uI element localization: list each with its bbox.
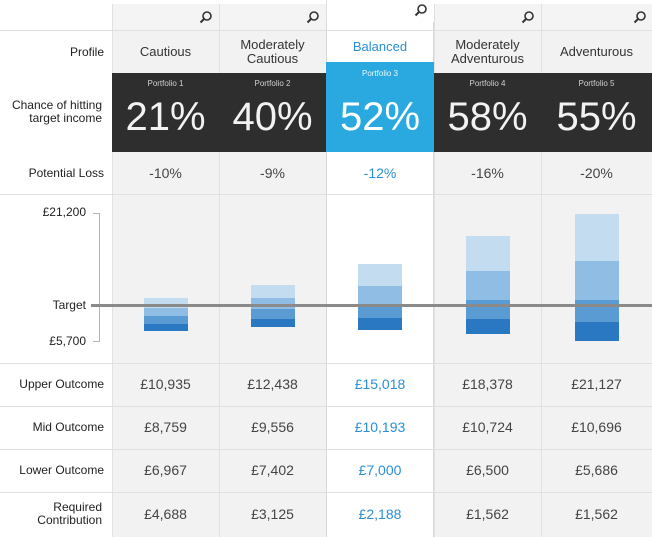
upper-outcome-value: £10,935 bbox=[140, 376, 191, 392]
outcome-bar-upper-mid bbox=[465, 271, 510, 300]
portfolio-label: Portfolio 4 bbox=[469, 79, 506, 88]
upper-outcome-value: £18,378 bbox=[462, 376, 513, 392]
search-icon[interactable] bbox=[633, 10, 647, 24]
required-contribution-value: £3,125 bbox=[251, 506, 294, 522]
row-divider bbox=[0, 363, 652, 364]
portfolio-label: Portfolio 1 bbox=[147, 79, 184, 88]
row-label-potential-loss: Potential Loss bbox=[28, 165, 104, 180]
outcome-bar-lower bbox=[465, 318, 510, 335]
portfolio-label: Portfolio 2 bbox=[254, 79, 291, 88]
chart-y-axis bbox=[99, 213, 100, 341]
outcome-bar-lower bbox=[358, 318, 402, 331]
potential-loss-value: -16% bbox=[471, 165, 504, 181]
lower-outcome-value: £5,686 bbox=[575, 462, 618, 478]
column-search[interactable] bbox=[219, 4, 326, 30]
portfolio-label: Portfolio 3 bbox=[361, 69, 399, 78]
row-label-chance: Chance of hitting target income bbox=[11, 98, 102, 125]
outcome-bar-upper bbox=[574, 213, 619, 261]
outcome-bar-mid-lower bbox=[358, 303, 402, 319]
outcome-bar-mid-lower bbox=[465, 299, 510, 319]
row-divider bbox=[0, 194, 652, 195]
potential-loss-value: -9% bbox=[260, 165, 285, 181]
portfolio-label: Portfolio 5 bbox=[578, 79, 615, 88]
outcome-bar-upper-mid bbox=[250, 298, 295, 310]
outcome-bar-upper bbox=[465, 236, 510, 272]
chance-box[interactable]: Portfolio 5 55% bbox=[541, 73, 652, 152]
outcome-bar-lower bbox=[250, 318, 295, 327]
chart-bottom-label: £5,700 bbox=[49, 334, 86, 348]
upper-outcome-value: £21,127 bbox=[571, 376, 622, 392]
upper-outcome-value: £12,438 bbox=[247, 376, 298, 392]
mid-outcome-value: £9,556 bbox=[251, 419, 294, 435]
lower-outcome-value: £7,402 bbox=[251, 462, 294, 478]
chance-value: 21% bbox=[125, 95, 206, 139]
potential-loss-value: -10% bbox=[149, 165, 182, 181]
potential-loss-value: -20% bbox=[580, 165, 613, 181]
outcome-bar-upper bbox=[358, 264, 402, 286]
lower-outcome-value: £7,000 bbox=[358, 462, 402, 478]
chart-y-tick bbox=[93, 341, 100, 342]
search-icon[interactable] bbox=[199, 10, 213, 24]
chance-value: 58% bbox=[447, 95, 528, 139]
chance-box[interactable]: Portfolio 4 58% bbox=[434, 73, 541, 152]
required-contribution-value: £2,188 bbox=[358, 506, 402, 522]
column-search[interactable] bbox=[434, 4, 541, 30]
required-contribution-value: £1,562 bbox=[466, 506, 509, 522]
column-search[interactable] bbox=[541, 4, 652, 30]
search-icon[interactable] bbox=[414, 3, 428, 17]
mid-outcome-value: £10,696 bbox=[571, 419, 622, 435]
profile-header-cautious[interactable]: Cautious bbox=[139, 44, 192, 59]
chart-target-label: Target bbox=[52, 298, 86, 312]
chance-box[interactable]: Portfolio 1 21% bbox=[112, 73, 219, 152]
outcome-bar-upper-mid bbox=[358, 285, 402, 304]
row-label-required-contribution: Required Contribution bbox=[37, 500, 102, 527]
outcome-bar-upper bbox=[143, 297, 188, 308]
profile-header-balanced[interactable]: Balanced bbox=[352, 39, 408, 54]
outcome-bar-upper-mid bbox=[143, 307, 188, 316]
row-divider bbox=[0, 406, 652, 407]
column-search[interactable] bbox=[326, 0, 434, 22]
outcome-bar-upper bbox=[250, 285, 295, 299]
potential-loss-value: -12% bbox=[363, 165, 397, 181]
outcome-bar-mid-lower bbox=[143, 315, 188, 324]
chance-value: 55% bbox=[556, 95, 637, 139]
mid-outcome-value: £10,724 bbox=[462, 419, 513, 435]
outcome-bar-mid-lower bbox=[250, 309, 295, 319]
column-search[interactable] bbox=[112, 4, 219, 30]
row-label-profile: Profile bbox=[69, 44, 104, 59]
outcome-bar-lower bbox=[143, 323, 188, 331]
mid-outcome-value: £8,759 bbox=[144, 419, 187, 435]
chart-top-label: £21,200 bbox=[42, 205, 86, 219]
chance-value: 40% bbox=[232, 95, 313, 139]
mid-outcome-value: £10,193 bbox=[354, 419, 406, 435]
row-divider bbox=[0, 492, 652, 493]
lower-outcome-value: £6,500 bbox=[466, 462, 509, 478]
row-divider bbox=[0, 30, 652, 31]
upper-outcome-value: £15,018 bbox=[354, 376, 406, 392]
profile-header-moderately-adventurous[interactable]: Moderately Adventurous bbox=[451, 37, 524, 66]
target-line bbox=[91, 304, 652, 307]
outcome-bar-lower bbox=[574, 322, 619, 342]
required-contribution-value: £1,562 bbox=[575, 506, 618, 522]
chance-value: 52% bbox=[339, 95, 421, 139]
row-label-mid-outcome: Mid Outcome bbox=[32, 419, 104, 434]
row-divider bbox=[0, 449, 652, 450]
profile-header-moderately-cautious[interactable]: Moderately Cautious bbox=[240, 37, 305, 66]
outcome-bar-upper-mid bbox=[574, 260, 619, 300]
row-label-upper-outcome: Upper Outcome bbox=[19, 376, 104, 391]
search-icon[interactable] bbox=[306, 10, 320, 24]
chance-box[interactable]: Portfolio 2 40% bbox=[219, 73, 326, 152]
row-label-lower-outcome: Lower Outcome bbox=[19, 462, 104, 477]
lower-outcome-value: £6,967 bbox=[144, 462, 187, 478]
profile-header-adventurous[interactable]: Adventurous bbox=[560, 44, 633, 59]
chart-y-tick bbox=[93, 213, 100, 214]
search-icon[interactable] bbox=[521, 10, 535, 24]
required-contribution-value: £4,688 bbox=[144, 506, 187, 522]
chance-box-selected[interactable]: Portfolio 3 52% bbox=[326, 62, 434, 152]
